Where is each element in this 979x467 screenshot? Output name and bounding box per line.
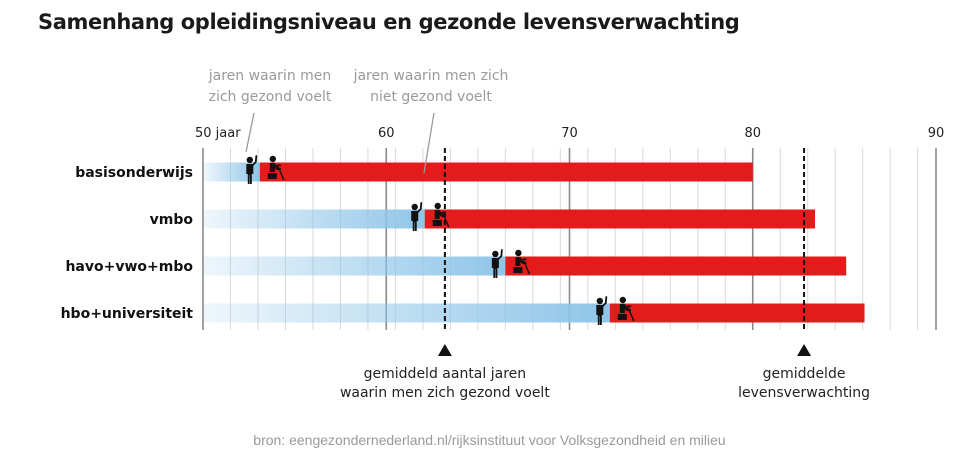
source-credit: bron: eengezondernederland.nl/rijksinsti…	[253, 432, 726, 448]
bar-healthy-years	[204, 209, 425, 229]
bar-unhealthy-years	[259, 162, 753, 182]
healthy-annotation-line-2: zich gezond voelt	[209, 89, 332, 105]
category-label: vmbo	[150, 212, 194, 228]
unhealthy-annotation-pointer	[423, 112, 435, 174]
x-tick-label: 60	[378, 126, 395, 141]
bar-healthy-years	[204, 303, 610, 323]
x-tick-label: 50 jaar	[195, 126, 241, 141]
avg-healthy-years-marker-icon	[437, 344, 452, 356]
avg-life-expectancy-label: levensverwachting	[738, 385, 870, 401]
unhealthy-annotation-line-2: niet gezond voelt	[370, 89, 492, 105]
avg-life-expectancy-marker-icon	[797, 344, 812, 356]
avg-healthy-years-label: gemiddeld aantal jaren	[364, 366, 526, 382]
bar-healthy-years	[204, 256, 506, 276]
healthy-annotation-pointer	[245, 112, 255, 153]
x-tick-label: 80	[744, 126, 761, 141]
bar-unhealthy-years	[424, 209, 816, 229]
healthy-annotation-line-1: jaren waarin men	[208, 68, 332, 84]
avg-life-expectancy-label: gemiddelde	[763, 366, 846, 382]
category-label: havo+vwo+mbo	[65, 259, 193, 275]
x-tick-label: 90	[928, 126, 945, 141]
bar-unhealthy-years	[505, 256, 847, 276]
unhealthy-annotation-line-1: jaren waarin men zich	[353, 68, 509, 84]
avg-healthy-years-label: waarin men zich gezond voelt	[340, 385, 550, 401]
category-label: hbo+universiteit	[61, 306, 194, 322]
bar-unhealthy-years	[609, 303, 865, 323]
x-tick-label: 70	[561, 126, 578, 141]
category-label: basisonderwijs	[75, 165, 193, 181]
bar-healthy-years	[204, 162, 260, 182]
chart-title: Samenhang opleidingsniveau en gezonde le…	[38, 10, 740, 34]
